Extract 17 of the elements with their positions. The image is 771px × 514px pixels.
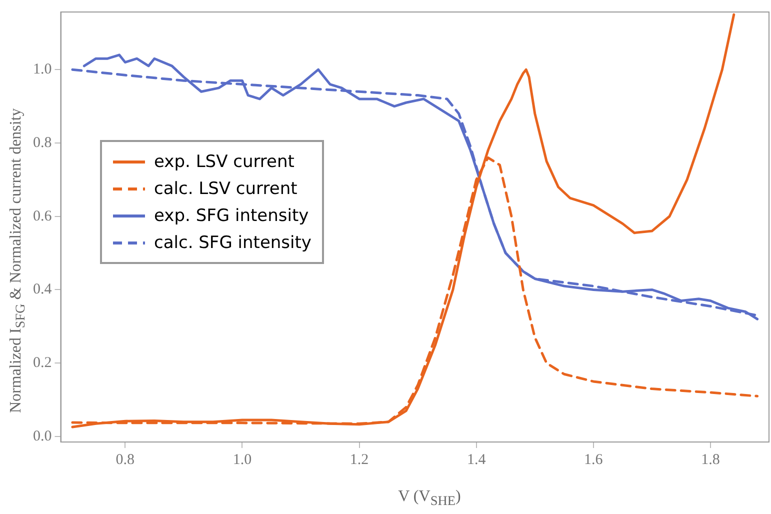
legend-label: calc. LSV current xyxy=(154,178,298,198)
x-tick-label: 1.8 xyxy=(701,452,720,468)
legend-label: exp. LSV current xyxy=(154,152,294,172)
x-tick-label: 1.4 xyxy=(466,452,486,468)
y-tick-label: 0.4 xyxy=(33,282,52,298)
legend-label: exp. SFG intensity xyxy=(154,206,309,226)
x-tick-label: 0.8 xyxy=(116,452,135,468)
y-tick-label: 0.0 xyxy=(33,428,52,444)
x-axis-title: V (V$_{SHE}$) xyxy=(397,488,462,510)
y-tick-label: 0.6 xyxy=(33,208,52,224)
y-tick-label: 0.2 xyxy=(33,355,52,372)
x-tick-label: 1.2 xyxy=(350,452,369,468)
y-tick-label: 1.0 xyxy=(33,62,52,78)
y-tick-label: 0.8 xyxy=(33,134,52,151)
legend-label: calc. SFG intensity xyxy=(154,232,312,252)
x-tick-label: 1.0 xyxy=(232,452,252,468)
x-tick-label: 1.6 xyxy=(584,452,604,468)
